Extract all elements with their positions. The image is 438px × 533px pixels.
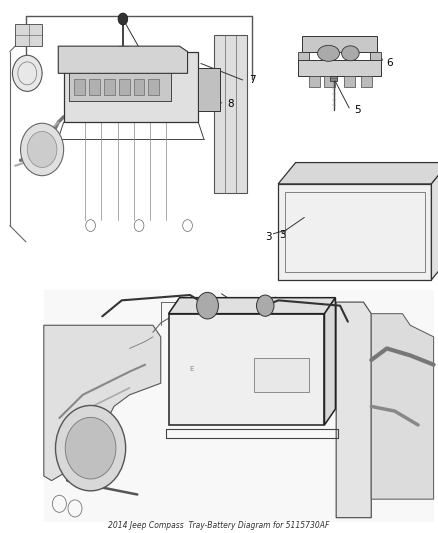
Text: 7: 7 [249,75,255,85]
Polygon shape [278,163,438,184]
Ellipse shape [342,46,359,61]
Polygon shape [324,76,335,86]
Text: 6: 6 [386,58,393,68]
Polygon shape [148,79,159,95]
Polygon shape [431,163,438,280]
Circle shape [27,132,57,167]
Text: 3: 3 [265,232,272,241]
Polygon shape [64,52,198,122]
Circle shape [197,293,219,319]
Polygon shape [134,79,145,95]
Bar [254,358,309,392]
Polygon shape [169,313,325,425]
Polygon shape [298,52,309,60]
Polygon shape [89,79,100,95]
Polygon shape [298,60,381,76]
Text: 1: 1 [252,303,258,312]
Polygon shape [119,79,130,95]
Polygon shape [58,46,187,74]
Text: 8: 8 [227,99,233,109]
Polygon shape [104,79,115,95]
Circle shape [257,295,274,316]
Text: 5: 5 [354,106,360,115]
Polygon shape [278,184,431,280]
Circle shape [56,406,126,491]
Circle shape [21,123,64,176]
Polygon shape [15,25,42,46]
Polygon shape [336,302,371,518]
Polygon shape [309,76,320,86]
Polygon shape [198,68,220,111]
Polygon shape [302,36,377,52]
Polygon shape [370,52,381,60]
Text: 2: 2 [269,308,276,318]
Polygon shape [344,76,355,86]
Polygon shape [215,35,247,193]
Polygon shape [169,297,336,313]
Polygon shape [371,313,434,499]
Text: 2014 Jeep Compass  Tray-Battery Diagram for 5115730AF: 2014 Jeep Compass Tray-Battery Diagram f… [108,521,330,530]
Ellipse shape [318,45,339,61]
Circle shape [12,55,42,91]
Polygon shape [361,76,372,86]
Polygon shape [69,57,171,101]
Circle shape [65,417,116,479]
Polygon shape [44,290,434,522]
Polygon shape [325,297,336,425]
Circle shape [118,13,128,25]
Polygon shape [330,76,337,81]
Text: E: E [190,366,194,373]
Text: 3: 3 [279,230,286,239]
Text: 4: 4 [149,49,155,58]
Polygon shape [44,325,161,481]
Polygon shape [74,79,85,95]
